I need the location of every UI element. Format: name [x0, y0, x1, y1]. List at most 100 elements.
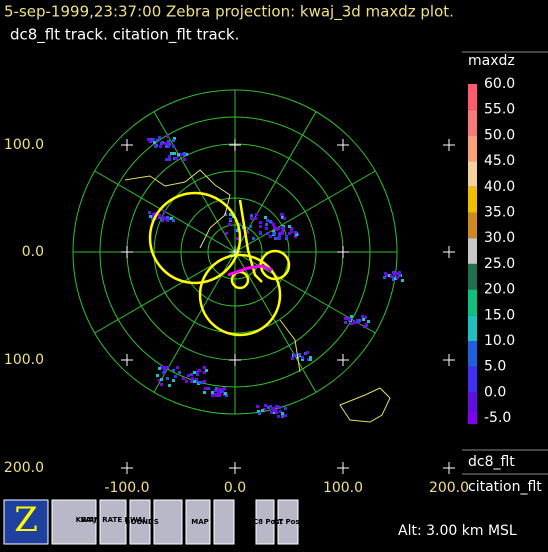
echo-pixel: [173, 152, 176, 155]
echo-pixel: [203, 380, 206, 383]
echo-pixel: [364, 316, 367, 319]
track-loop: [198, 253, 282, 337]
echo-pixel: [384, 272, 387, 275]
echo-pixel: [183, 158, 186, 161]
echo-pixel: [281, 415, 284, 418]
toolbar-button[interactable]: [277, 499, 299, 545]
echo-pixel: [272, 223, 275, 226]
echo-pixel: [167, 145, 170, 148]
echo-pixel: [309, 356, 312, 359]
echo-pixel: [191, 377, 194, 380]
toolbar-button[interactable]: [153, 499, 183, 545]
toolbar-button[interactable]: [3, 499, 49, 545]
echo-pixel: [158, 216, 161, 219]
echo-pixel: [148, 211, 151, 214]
echo-pixel: [301, 358, 304, 361]
toolbar-button[interactable]: [51, 499, 97, 545]
echo-pixel: [392, 278, 395, 281]
echo-pixel: [394, 277, 397, 280]
echo-pixel: [257, 410, 260, 413]
echo-pixel: [306, 351, 309, 354]
echo-pixel: [154, 145, 157, 148]
echo-pixel: [190, 373, 193, 376]
echo-pixel: [154, 212, 157, 215]
echo-pixel: [203, 371, 206, 374]
toolbar-button[interactable]: [185, 499, 211, 545]
echo-pixel: [217, 391, 220, 394]
echo-pixel: [165, 145, 168, 148]
echo-pixel: [172, 379, 175, 382]
echo-pixel: [166, 219, 169, 222]
y-label: 200.0: [4, 460, 44, 476]
echo-pixel: [205, 369, 208, 372]
echo-pixel: [158, 136, 161, 139]
echo-pixel: [158, 214, 161, 217]
echo-pixel: [150, 139, 153, 142]
tick-cross: [121, 354, 133, 366]
echo-pixel: [398, 274, 401, 277]
echo-pixel: [357, 321, 360, 324]
legend: 60.0 55.0 50.0 45.0 40.0 35.0 30.0 25.0 20.0 15.0…: [468, 76, 515, 426]
toolbar-button[interactable]: [255, 499, 275, 545]
tick-cross: [121, 139, 133, 151]
toolbar-button[interactable]: [99, 499, 127, 545]
color-swatch: [468, 238, 477, 264]
echo-pixel: [168, 155, 171, 158]
echo-pixel: [200, 381, 203, 384]
echo-pixel: [279, 232, 282, 235]
echo-pixel: [149, 215, 152, 218]
echo-pixel: [344, 317, 347, 320]
echo-pixel: [195, 380, 198, 383]
echo-pixel: [266, 232, 269, 235]
x-label: 100.0: [323, 480, 363, 496]
tick-cross: [443, 139, 455, 151]
echo-pixel: [214, 389, 217, 392]
tick-cross: [229, 354, 241, 366]
tick-cross: [337, 462, 349, 474]
echo-pixel: [203, 391, 206, 394]
echo-pixel: [162, 371, 165, 374]
echo-pixel: [228, 223, 231, 226]
legend-label: 35.0: [484, 205, 515, 221]
tick-cross: [121, 246, 133, 258]
echo-pixel: [367, 320, 370, 323]
track-legend: dc8_flt: [468, 454, 515, 470]
echo-pixel: [166, 366, 169, 369]
toolbar-label: CT Post: [273, 518, 303, 526]
echo-pixel: [259, 225, 262, 228]
legend-label: 45.0: [484, 153, 515, 169]
y-label: 0.0: [22, 244, 44, 260]
coast: [279, 319, 301, 373]
y-label: 100.0: [4, 352, 44, 368]
toolbar-label: RAIN RATE KWAJ: [81, 516, 146, 524]
echo-pixel: [193, 380, 196, 383]
echo-pixel: [283, 217, 286, 220]
echo-pixel: [152, 213, 155, 216]
echo-pixel: [279, 410, 282, 413]
echo-pixel: [185, 153, 188, 156]
echo-pixel: [183, 152, 186, 155]
echo-pixel: [170, 152, 173, 155]
echo-pixel: [221, 390, 224, 393]
echo-pixel: [365, 323, 368, 326]
echo-pixel: [348, 318, 351, 321]
color-swatch: [468, 263, 477, 290]
echo-pixel: [203, 366, 206, 369]
echo-pixel: [272, 407, 275, 410]
tick-cross: [443, 354, 455, 366]
echo-pixel: [277, 227, 280, 230]
echo-pixel: [167, 140, 170, 143]
echo-pixel: [288, 225, 291, 228]
echo-pixel: [224, 392, 227, 395]
echo-pixel: [158, 379, 161, 382]
echo-pixel: [277, 415, 280, 418]
toolbar-button[interactable]: [129, 499, 151, 545]
echo-pixel: [278, 406, 281, 409]
echo-pixel: [294, 231, 297, 234]
legend-label: 5.0: [484, 359, 506, 375]
echo-pixel: [187, 374, 190, 377]
echo-pixel: [281, 412, 284, 415]
toolbar-button[interactable]: [213, 499, 235, 545]
legend-label: 50.0: [484, 127, 515, 143]
x-label: -100.0: [104, 480, 149, 496]
